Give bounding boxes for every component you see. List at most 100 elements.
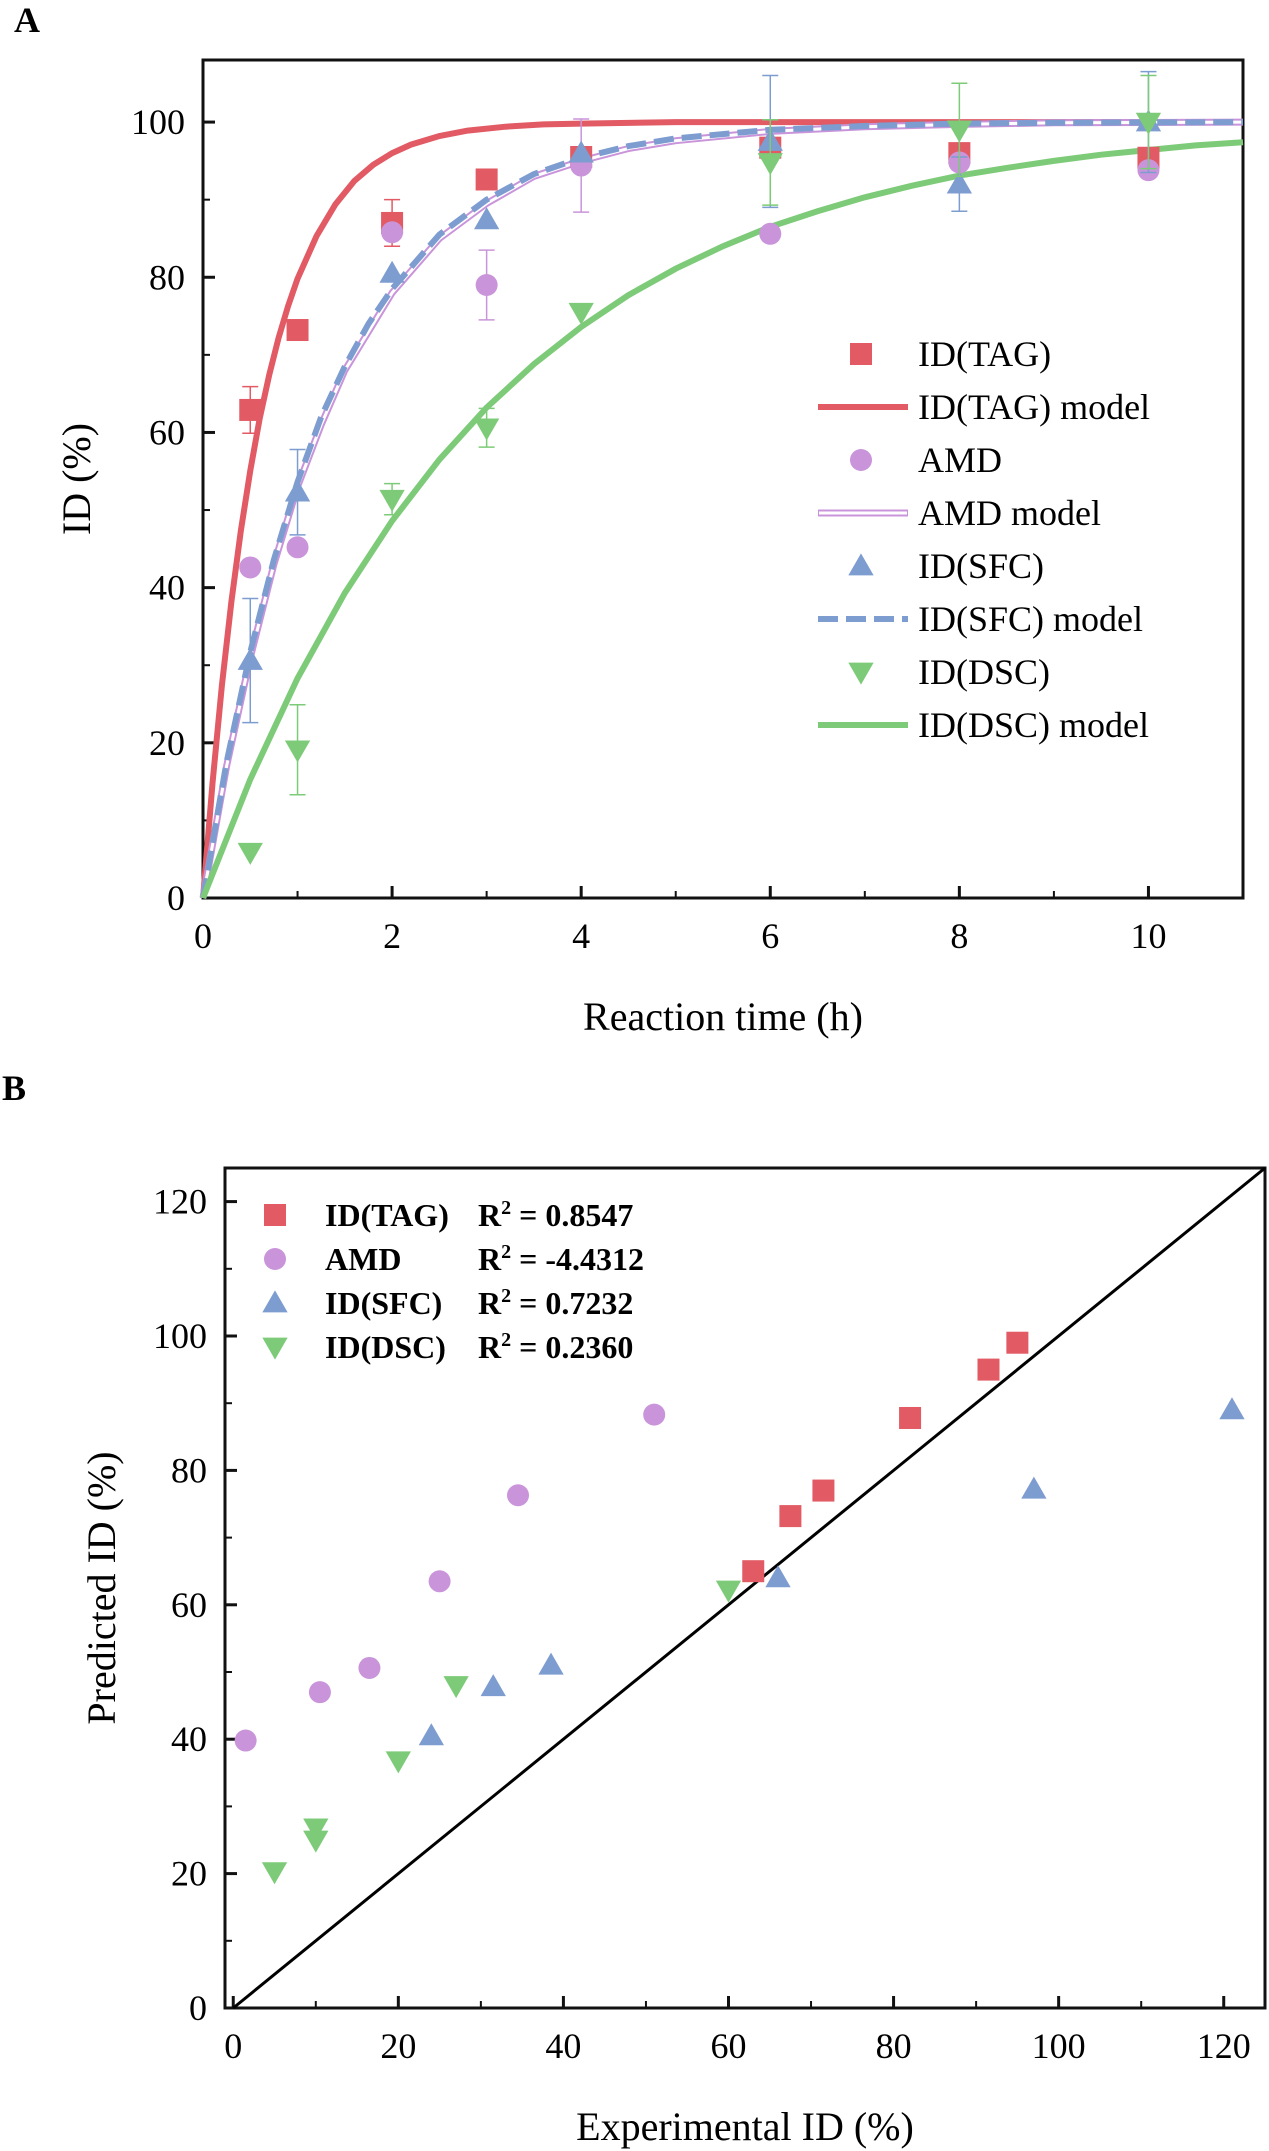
id-dsc-point [385, 1751, 411, 1774]
x-tick-label: 20 [380, 2026, 416, 2066]
panel-a-x-axis-title: Reaction time (h) [583, 994, 863, 1039]
legend-id-tag-r2: R2 = 0.8547 [478, 1197, 633, 1233]
x-tick-label: 0 [224, 2026, 242, 2066]
y-tick-label: 80 [149, 257, 185, 297]
legend-id-sfc-label: ID(SFC) [325, 1285, 442, 1321]
legend-id-sfc-marker [262, 1290, 288, 1313]
amd-point [475, 274, 498, 297]
id-tag-point [812, 1479, 835, 1502]
id-dsc-point [946, 120, 973, 143]
y-tick-label: 60 [171, 1585, 207, 1625]
panel-a-legend: ID(TAG) ID(TAG) model AMD AMD model ID(SFC) I… [818, 334, 1150, 745]
id-tag-point [742, 1560, 765, 1583]
panel-b-plot-area [232, 1166, 1266, 2010]
panel-label-b: B [2, 1068, 26, 1108]
x-tick-label: 60 [710, 2026, 746, 2066]
id-tag-point [1006, 1331, 1029, 1354]
id-sfc-point [480, 1674, 506, 1697]
legend-id-tag-label: ID(TAG) [918, 334, 1051, 374]
id-sfc-point [946, 171, 973, 194]
id-sfc-model-line [200, 119, 1244, 899]
x-tick-label: 120 [1197, 2026, 1251, 2066]
panel-b-y-axis-title: Predicted ID (%) [79, 1451, 124, 1724]
id-dsc-point [261, 1862, 288, 1885]
legend-id-sfc-marker [848, 553, 874, 576]
y-tick-label: 100 [153, 1316, 207, 1356]
id-dsc-point [237, 842, 263, 865]
id-sfc-point [379, 260, 405, 283]
amd-point [643, 1403, 666, 1426]
id-dsc-point [379, 489, 405, 512]
amd-point [507, 1484, 530, 1507]
id-tag-model-line [200, 119, 1243, 899]
id-dsc-point [443, 1676, 469, 1699]
id-dsc-point [757, 153, 783, 176]
x-tick-label: 100 [1032, 2026, 1086, 2066]
panel-b-plot-frame [223, 1166, 1267, 2010]
panel-a-plot-frame [201, 58, 1245, 900]
legend-id-tag-model-label: ID(TAG) model [918, 387, 1150, 427]
legend-id-dsc-label: ID(DSC) [325, 1329, 446, 1365]
id-tag-point [779, 1505, 802, 1528]
legend-id-sfc-label: ID(SFC) [918, 546, 1044, 586]
panel-a-y-axis-title: ID (%) [54, 423, 99, 535]
amd-point [381, 221, 404, 244]
y-tick-label: 40 [171, 1719, 207, 1759]
y-tick-label: 0 [189, 1988, 207, 2028]
id-sfc-point [284, 479, 311, 502]
id-dsc-point [1135, 112, 1162, 135]
legend-id-dsc-marker [848, 662, 874, 685]
y-tick-label: 40 [149, 568, 185, 608]
legend-id-tag-marker [850, 343, 872, 365]
id-dsc-model-line [200, 139, 1244, 900]
id-tag-point [899, 1406, 922, 1429]
panel-a-plot-area [199, 70, 1244, 900]
y-tick-label: 120 [153, 1182, 207, 1222]
panel-b-legend: ID(TAG) R2 = 0.8547 AMD R2 = -4.4312 ID(SFC)… [262, 1197, 644, 1365]
legend-amd-marker [264, 1248, 286, 1270]
legend-id-dsc-label: ID(DSC) [918, 652, 1050, 692]
id-tag-point [286, 319, 309, 342]
legend-id-dsc-marker [262, 1337, 288, 1360]
parity-line [232, 1166, 1266, 2010]
legend-amd-label: AMD [918, 440, 1002, 480]
x-tick-label: 0 [194, 916, 212, 956]
id-dsc-point [715, 1580, 742, 1603]
x-tick-label: 8 [950, 916, 968, 956]
legend-amd-model-label: AMD model [918, 493, 1101, 533]
id-tag-point [977, 1358, 1000, 1381]
x-tick-label: 80 [876, 2026, 912, 2066]
x-tick-label: 2 [383, 916, 401, 956]
id-sfc-point [538, 1652, 564, 1675]
id-dsc-point [303, 1818, 329, 1841]
amd-point [234, 1729, 257, 1752]
y-tick-label: 100 [131, 102, 185, 142]
y-tick-label: 20 [149, 723, 185, 763]
legend-amd-r2: R2 = -4.4312 [478, 1241, 644, 1277]
id-sfc-point [1021, 1476, 1047, 1499]
id-sfc-point [568, 140, 594, 163]
amd-point [428, 1570, 451, 1593]
y-tick-label: 20 [171, 1854, 207, 1894]
legend-id-tag-marker [264, 1204, 286, 1226]
id-sfc-point [237, 647, 263, 670]
x-tick-label: 40 [545, 2026, 581, 2066]
y-tick-label: 0 [167, 878, 185, 918]
panel-b-x-axis-title: Experimental ID (%) [576, 2104, 914, 2149]
id-sfc-point [1219, 1397, 1245, 1420]
x-tick-label: 4 [572, 916, 590, 956]
legend-id-tag-label: ID(TAG) [325, 1197, 449, 1233]
amd-point [759, 222, 782, 245]
legend-id-sfc-r2: R2 = 0.7232 [478, 1285, 633, 1321]
panel-b-ticks: 0 20 40 60 80 100 120 0 20 40 60 80 100 120 [153, 1182, 1251, 2066]
panel-b-chart: 0 20 40 60 80 100 120 0 20 40 60 80 100 120 Experimen… [79, 1166, 1267, 2149]
amd-point [239, 556, 262, 579]
amd-point [286, 536, 309, 559]
id-dsc-point [568, 302, 594, 325]
id-tag-point [239, 398, 262, 421]
legend-amd-label: AMD [325, 1241, 401, 1277]
legend-amd-marker [850, 449, 872, 471]
id-tag-point [475, 168, 498, 191]
y-tick-label: 80 [171, 1450, 207, 1490]
